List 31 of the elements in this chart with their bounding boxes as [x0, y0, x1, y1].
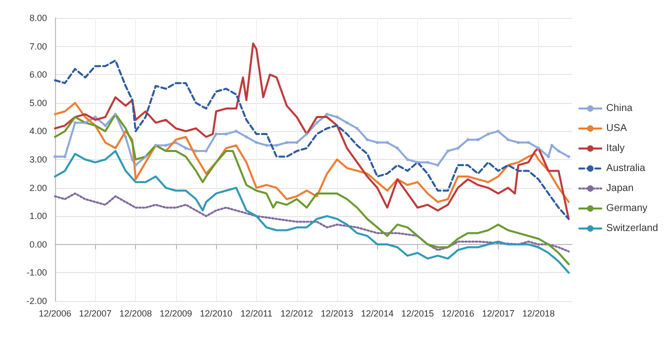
legend-label: Germany [606, 203, 648, 214]
y-tick-label: 4.00 [29, 126, 47, 136]
x-tick-label: 12/2009 [160, 308, 192, 318]
y-tick-label: 2.00 [29, 182, 47, 193]
x-tick-label: 12/2006 [38, 308, 72, 318]
legend-label: Switzerland [606, 223, 658, 234]
y-tick-label: 0.00 [29, 239, 47, 250]
x-tick-label: 12/2010 [200, 308, 232, 318]
legend-label: China [606, 103, 633, 114]
x-tick-label: 12/2015 [401, 308, 434, 318]
x-tick-label: 12/2014 [361, 308, 394, 318]
x-tick-label: 12/2008 [119, 308, 152, 318]
y-tick-label: -2.00 [26, 296, 47, 306]
y-tick-label: 7.00 [29, 41, 47, 52]
x-tick-label: 12/2011 [240, 308, 272, 318]
legend-label: USA [606, 123, 628, 134]
legend-label: Australia [606, 163, 646, 174]
legend-label: Japan [606, 183, 634, 194]
y-tick-label: 3.00 [29, 154, 47, 164]
x-tick-label: 12/2017 [482, 308, 514, 318]
y-tick-label: -1.00 [26, 268, 47, 278]
y-tick-label: 8.00 [29, 13, 47, 23]
x-tick-label: 12/2018 [522, 308, 555, 318]
y-tick-label: 1.00 [29, 211, 47, 222]
y-tick-label: 5.00 [29, 98, 47, 108]
x-tick-label: 12/2012 [280, 308, 314, 318]
x-tick-label: 12/2016 [442, 308, 474, 318]
x-tick-label: 12/2007 [78, 308, 112, 318]
y-tick-label: 6.00 [29, 70, 47, 80]
x-tick-label: 12/2013 [320, 308, 354, 318]
legend-label: Italy [606, 143, 625, 154]
